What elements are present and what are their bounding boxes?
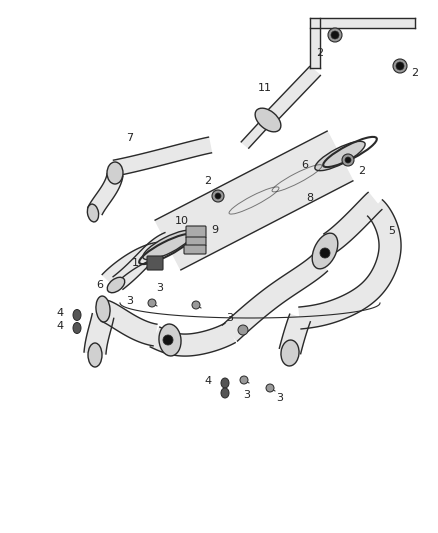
Text: 2: 2 — [358, 166, 366, 176]
Text: 11: 11 — [258, 83, 272, 93]
Text: 3: 3 — [276, 393, 283, 403]
Text: 3: 3 — [244, 390, 251, 400]
Circle shape — [266, 384, 274, 392]
Circle shape — [163, 335, 173, 345]
Circle shape — [320, 248, 330, 258]
Ellipse shape — [159, 324, 181, 356]
Ellipse shape — [107, 277, 125, 293]
Ellipse shape — [312, 233, 338, 269]
Circle shape — [393, 59, 407, 73]
Ellipse shape — [315, 141, 365, 171]
Ellipse shape — [255, 108, 281, 132]
Ellipse shape — [73, 310, 81, 320]
Ellipse shape — [221, 388, 229, 398]
Text: 10: 10 — [175, 216, 189, 226]
Ellipse shape — [143, 230, 193, 260]
FancyBboxPatch shape — [186, 226, 206, 238]
Polygon shape — [223, 255, 328, 341]
Text: 3: 3 — [226, 313, 233, 323]
Text: 9: 9 — [212, 225, 219, 235]
Polygon shape — [113, 137, 212, 176]
Text: 5: 5 — [389, 226, 396, 236]
Ellipse shape — [96, 296, 110, 322]
Text: 4: 4 — [57, 308, 64, 318]
Circle shape — [238, 325, 248, 335]
Circle shape — [148, 299, 156, 307]
Text: 2: 2 — [316, 48, 324, 58]
Ellipse shape — [107, 162, 123, 184]
Polygon shape — [102, 301, 157, 346]
Polygon shape — [102, 242, 163, 286]
Polygon shape — [113, 232, 171, 289]
Text: 3: 3 — [156, 283, 163, 293]
Circle shape — [212, 190, 224, 202]
Text: 1: 1 — [131, 258, 138, 268]
Polygon shape — [265, 67, 320, 123]
Circle shape — [396, 62, 404, 70]
Polygon shape — [150, 324, 235, 356]
Text: 7: 7 — [127, 133, 134, 143]
Text: 6: 6 — [96, 280, 103, 290]
FancyBboxPatch shape — [184, 245, 206, 254]
Polygon shape — [299, 200, 401, 329]
Text: 3: 3 — [127, 296, 134, 306]
Text: 4: 4 — [57, 321, 64, 331]
Circle shape — [240, 376, 248, 384]
Circle shape — [345, 157, 351, 163]
Circle shape — [215, 193, 221, 199]
Ellipse shape — [73, 322, 81, 334]
Polygon shape — [279, 314, 310, 354]
Polygon shape — [84, 313, 114, 354]
Text: 2: 2 — [411, 68, 419, 78]
Ellipse shape — [87, 204, 99, 222]
Text: 4: 4 — [205, 376, 212, 386]
Text: 2: 2 — [205, 176, 212, 186]
Ellipse shape — [281, 340, 299, 366]
Ellipse shape — [221, 378, 229, 388]
Polygon shape — [155, 131, 353, 270]
FancyBboxPatch shape — [186, 237, 206, 246]
Ellipse shape — [88, 343, 102, 367]
Text: 6: 6 — [301, 160, 308, 170]
Polygon shape — [310, 18, 415, 28]
Text: 8: 8 — [307, 193, 314, 203]
FancyBboxPatch shape — [147, 256, 163, 270]
Circle shape — [331, 31, 339, 39]
Polygon shape — [241, 117, 272, 148]
Polygon shape — [310, 18, 320, 68]
Circle shape — [192, 301, 200, 309]
Polygon shape — [88, 174, 123, 215]
Polygon shape — [324, 192, 382, 252]
Circle shape — [342, 154, 354, 166]
Circle shape — [328, 28, 342, 42]
